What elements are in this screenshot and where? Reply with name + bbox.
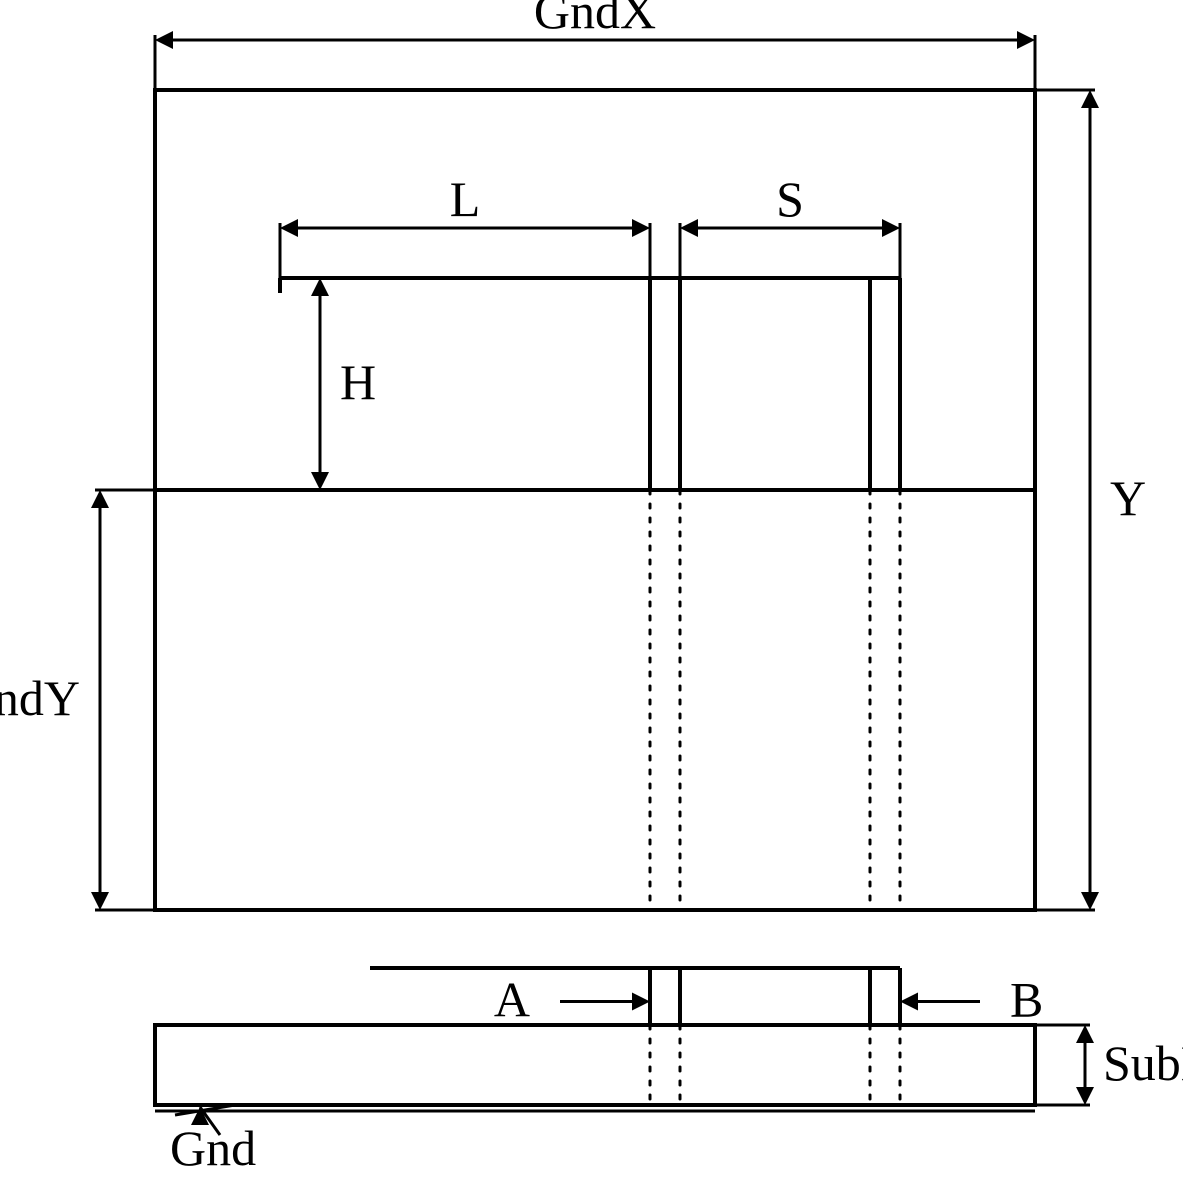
arrow-head-icon xyxy=(280,219,298,237)
arrow-head-icon xyxy=(1081,892,1099,910)
arrow-head-icon xyxy=(900,993,918,1011)
substrate-rect xyxy=(155,1025,1035,1105)
arrow-head-icon xyxy=(1076,1025,1094,1043)
arrow-head-icon xyxy=(311,472,329,490)
arrow-head-icon xyxy=(632,219,650,237)
label-SubH: SubH xyxy=(1103,1035,1183,1091)
label-A: A xyxy=(494,972,530,1028)
arrow-head-icon xyxy=(1017,31,1035,49)
label-Gnd: Gnd xyxy=(170,1120,256,1176)
arrow-head-icon xyxy=(632,993,650,1011)
label-GndX: GndX xyxy=(534,0,656,39)
arrow-head-icon xyxy=(91,490,109,508)
label-GndY: GndY xyxy=(0,670,80,726)
label-L: L xyxy=(450,171,481,227)
arrow-head-icon xyxy=(882,219,900,237)
outer-rect xyxy=(155,90,1035,910)
arrow-head-icon xyxy=(91,892,109,910)
arrow-head-icon xyxy=(1081,90,1099,108)
label-B: B xyxy=(1010,972,1043,1028)
label-S: S xyxy=(776,171,804,227)
arrow-head-icon xyxy=(680,219,698,237)
label-H: H xyxy=(340,354,376,410)
label-Y: Y xyxy=(1110,470,1146,526)
arrow-head-icon xyxy=(155,31,173,49)
arrow-head-icon xyxy=(1076,1087,1094,1105)
arrow-head-icon xyxy=(311,278,329,296)
